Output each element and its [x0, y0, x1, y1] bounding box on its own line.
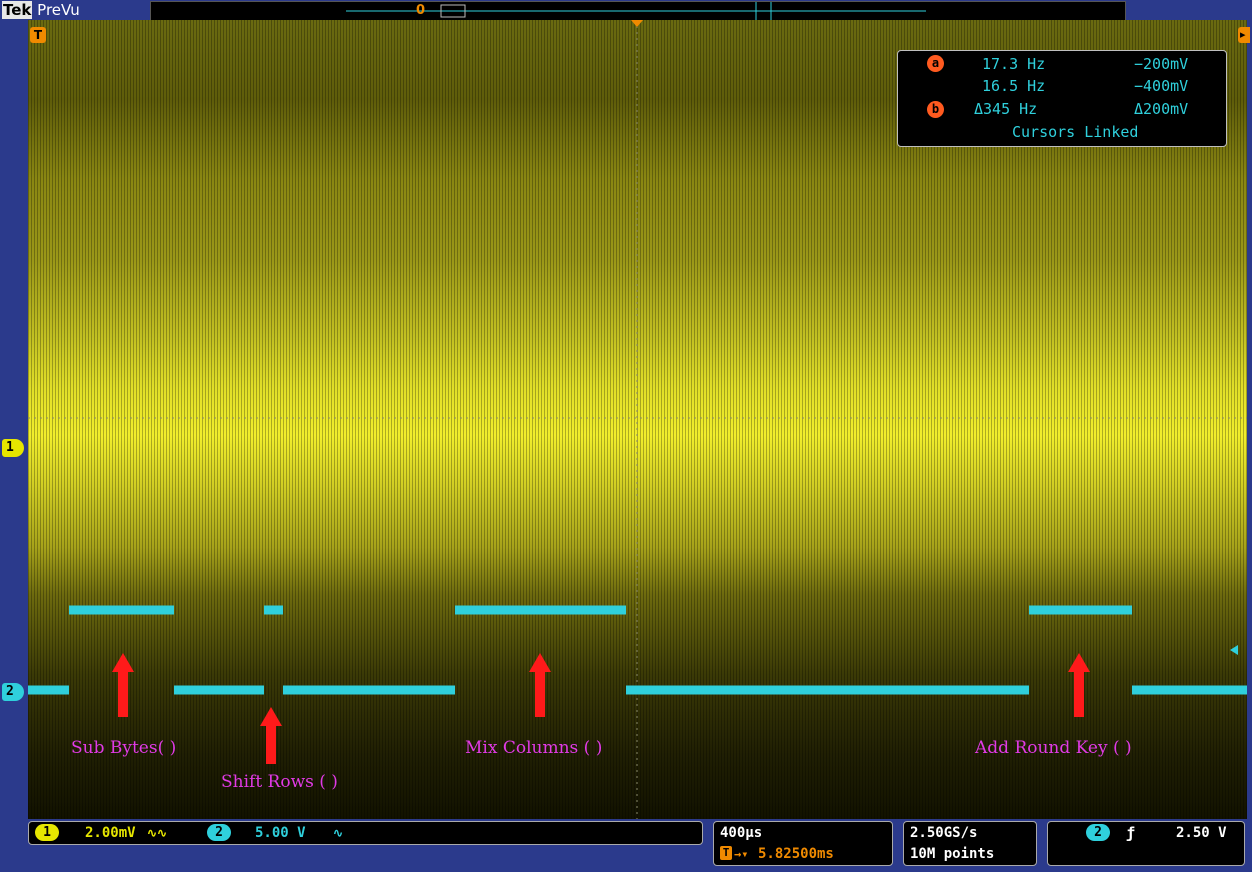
trigger-position-icon: T — [30, 27, 46, 43]
horizontal-position-icon: T — [720, 846, 732, 860]
ch1-coupling-icon: ∿∿ — [147, 826, 168, 840]
record-view-strip[interactable]: 0 — [150, 1, 1126, 21]
trigger-edge-icon: ▸ — [1238, 27, 1250, 43]
cursor-b-freq: 16.5 Hz — [982, 77, 1046, 95]
record-position-marker: 0 — [416, 3, 426, 18]
acquisition-readout-panel[interactable]: 2.50GS/s 10M points — [903, 821, 1037, 866]
trigger-readout-panel[interactable]: 2 ƒ 2.50 V — [1047, 821, 1245, 866]
channel-readout-panel[interactable]: 1 2.00mV ∿∿ 2 5.00 V ∿ — [28, 821, 703, 845]
position-arrow-icon: →▾ — [734, 847, 749, 861]
annotation-arrows — [112, 653, 1090, 764]
horizontal-position-value[interactable]: 5.82500ms — [758, 846, 834, 862]
ch2-trace — [28, 605, 1247, 695]
ch1-scale[interactable]: 2.00mV — [85, 825, 136, 841]
sample-rate: 2.50GS/s — [910, 825, 978, 841]
trigger-source-badge[interactable]: 2 — [1086, 824, 1110, 841]
ch1-badge[interactable]: 1 — [35, 824, 59, 841]
shift-rows-label: Shift Rows ( ) — [221, 772, 338, 792]
ch2-coupling-icon: ∿ — [333, 826, 344, 840]
trigger-level[interactable]: 2.50 V — [1176, 825, 1227, 841]
cursor-a-freq: 17.3 Hz — [982, 55, 1046, 73]
ch2-badge[interactable]: 2 — [207, 824, 231, 841]
cursor-a-volt: −200mV — [1134, 55, 1189, 73]
waveform-canvas — [28, 20, 1247, 819]
record-length: 10M points — [910, 846, 995, 862]
ch2-ground-marker[interactable]: 2 — [2, 683, 24, 701]
cursor-readout-panel[interactable]: a 17.3 Hz −200mV 16.5 Hz −400mV b Δ345 H… — [897, 50, 1227, 147]
rising-edge-icon[interactable]: ƒ — [1126, 824, 1136, 842]
brand-logo: Tek PreVu — [2, 1, 80, 19]
mix-columns-label: Mix Columns ( ) — [465, 738, 603, 758]
cursor-delta-freq: Δ345 Hz — [974, 100, 1038, 118]
add-round-key-label: Add Round Key ( ) — [975, 738, 1132, 758]
horizontal-readout-panel[interactable]: 400µs T →▾ 5.82500ms — [713, 821, 893, 866]
cursors-linked-status: Cursors Linked — [1012, 123, 1139, 141]
ch1-ground-marker[interactable]: 1 — [2, 439, 24, 457]
title-bar: Tek PreVu 0 — [0, 0, 1252, 21]
waveform-display[interactable]: Sub Bytes( ) Shift Rows ( ) Mix Columns … — [28, 20, 1247, 819]
timebase-value[interactable]: 400µs — [720, 825, 763, 841]
cursor-delta-volt: Δ200mV — [1134, 100, 1189, 118]
cursor-a-badge: a — [927, 55, 944, 72]
cursor-b-badge: b — [927, 101, 944, 118]
sub-bytes-label: Sub Bytes( ) — [71, 738, 177, 758]
ch2-scale[interactable]: 5.00 V — [255, 825, 306, 841]
cursor-b-volt: −400mV — [1134, 77, 1189, 95]
